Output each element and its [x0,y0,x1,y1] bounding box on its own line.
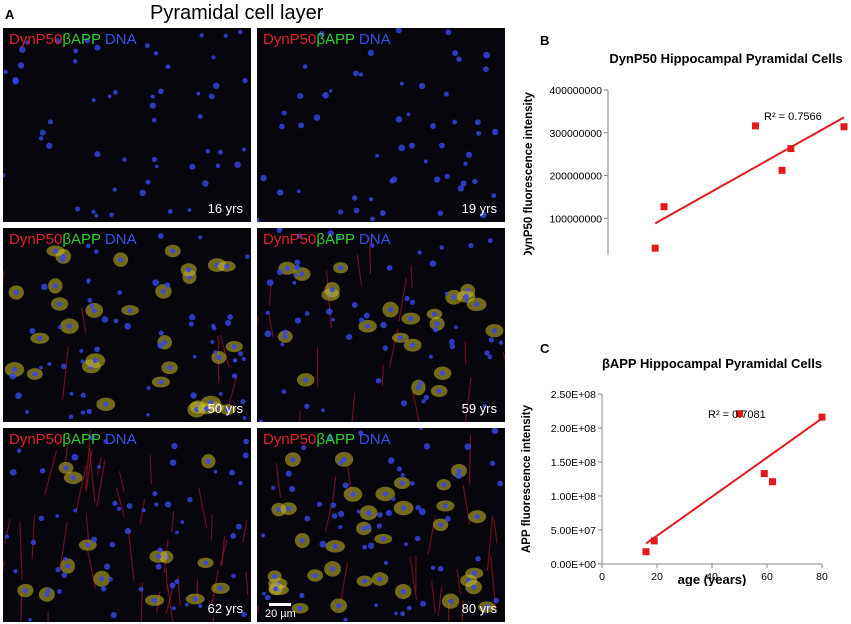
y-tick-label: 5.00E+07 [551,525,596,537]
r-squared-annotation: R² = 0.7081 [708,409,766,421]
y-tick-label: 400000000 [549,85,602,97]
stain-label-blue: DNA [358,231,391,248]
stain-label-red: DynP50 [263,231,317,248]
r-squared-annotation: R² = 0.7566 [764,111,822,123]
scale-bar-label: 20 µm [265,608,296,620]
y-tick-label: 100000000 [549,213,602,225]
data-point [736,410,743,418]
x-axis-label: age (years) [678,572,747,586]
micrograph-texture [257,228,505,422]
stain-label-blue: DNA [358,31,391,48]
chart-title: βAPP Hippocampal Pyramidal Cells [602,356,822,371]
stain-label-red: DynP50 [9,31,63,48]
stain-label-blue: DNA [104,31,137,48]
trendline [645,417,823,545]
y-tick-label: 300000000 [549,128,602,140]
micrograph-tile: DynP50βAPP DNA 50 yrs [3,228,251,422]
x-tick-label: 40 [706,571,718,583]
stain-label-blue: DNA [358,431,391,448]
data-point [660,203,668,211]
data-point [650,537,658,545]
stain-label-blue: DNA [104,431,137,448]
data-point [760,470,768,478]
data-point [642,548,650,556]
age-label: 59 yrs [461,401,497,416]
stain-legend: DynP50βAPP DNA [9,231,137,248]
micrograph-texture [3,233,250,420]
stain-legend: DynP50βAPP DNA [9,431,137,448]
y-tick-label: 2.50E+08 [551,389,596,401]
x-tick-label: 80 [816,571,828,583]
micrograph-texture [3,29,248,218]
data-point [752,122,759,130]
data-point [769,478,776,486]
micrograph-tile: DynP50βAPP DNA 19 yrs [257,28,505,222]
x-tick-label: 60 [761,571,773,583]
panel-letter-c: C [540,341,550,356]
y-axis-label: DynP50 fluorescence intensity [523,91,535,255]
data-point [778,166,786,174]
micrograph-tile: DynP50βAPP DNA 16 yrs [3,28,251,222]
stain-label-red: DynP50 [9,231,63,248]
stain-label-red: DynP50 [9,431,63,448]
bapp-chart-svg: βAPP Hippocampal Pyramidal Cells 0.00E+00… [521,356,828,586]
x-tick-label: 20 [651,571,663,583]
age-label: 62 yrs [207,601,243,616]
micrograph-tile: DynP50βAPP DNA 59 yrs [257,228,505,422]
y-tick-label: 1.50E+08 [551,457,596,469]
stain-label-red: DynP50 [263,31,317,48]
y-tick-label: 2.00E+08 [551,423,596,435]
y-tick-label: 200000000 [549,171,602,183]
stain-legend: DynP50βAPP DNA [9,31,137,48]
micrograph-texture [257,28,499,222]
stain-legend: DynP50βAPP DNA [263,431,391,448]
data-point [651,244,659,252]
micrograph-grid: DynP50βAPP DNA 16 yrs DynP50βAPP DNA 19 yrs… [3,28,505,622]
x-tick-label: 0 [599,571,605,583]
panel-letter-b: B [540,33,550,48]
data-point [787,145,795,153]
age-label: 16 yrs [207,201,243,216]
y-tick-label: 0.00E+00 [551,559,596,571]
scale-bar [269,603,291,606]
dynp50-chart: DynP50 Hippocampal Pyramidal Cells010000… [520,40,848,255]
age-label: 19 yrs [461,201,497,216]
stain-legend: DynP50βAPP DNA [263,231,391,248]
micrograph-texture [3,430,249,622]
stain-label-green: βAPP [62,431,101,448]
stain-label-green: βAPP [316,231,355,248]
panel-letter-a: A [5,7,15,22]
stain-label-blue: DNA [104,231,137,248]
stain-label-green: βAPP [62,231,101,248]
y-axis-label: APP fluorescence intensity [521,404,533,553]
dynp50-chart-svg: DynP50 Hippocampal Pyramidal Cells010000… [523,51,848,255]
trendline [654,116,845,225]
micrograph-tile: DynP50βAPP DNA 62 yrs [3,428,251,622]
stain-label-green: βAPP [316,431,355,448]
stain-label-red: DynP50 [263,431,317,448]
micrograph-texture [257,428,504,622]
age-label: 80 yrs [461,601,497,616]
page-title: Pyramidal cell layer [150,2,324,24]
stain-label-green: βAPP [62,31,101,48]
stain-legend: DynP50βAPP DNA [263,31,391,48]
chart-title: DynP50 Hippocampal Pyramidal Cells [609,51,842,66]
data-point [818,413,826,421]
stain-label-green: βAPP [316,31,355,48]
bapp-chart: βAPP Hippocampal Pyramidal Cells 0.00E+00… [520,346,848,586]
data-point [840,123,848,131]
y-tick-label: 1.00E+08 [551,491,596,503]
micrograph-tile: DynP50βAPP DNA 80 yrs 20 µm [257,428,505,622]
chart-axes [607,90,609,255]
age-label: 50 yrs [207,401,243,416]
